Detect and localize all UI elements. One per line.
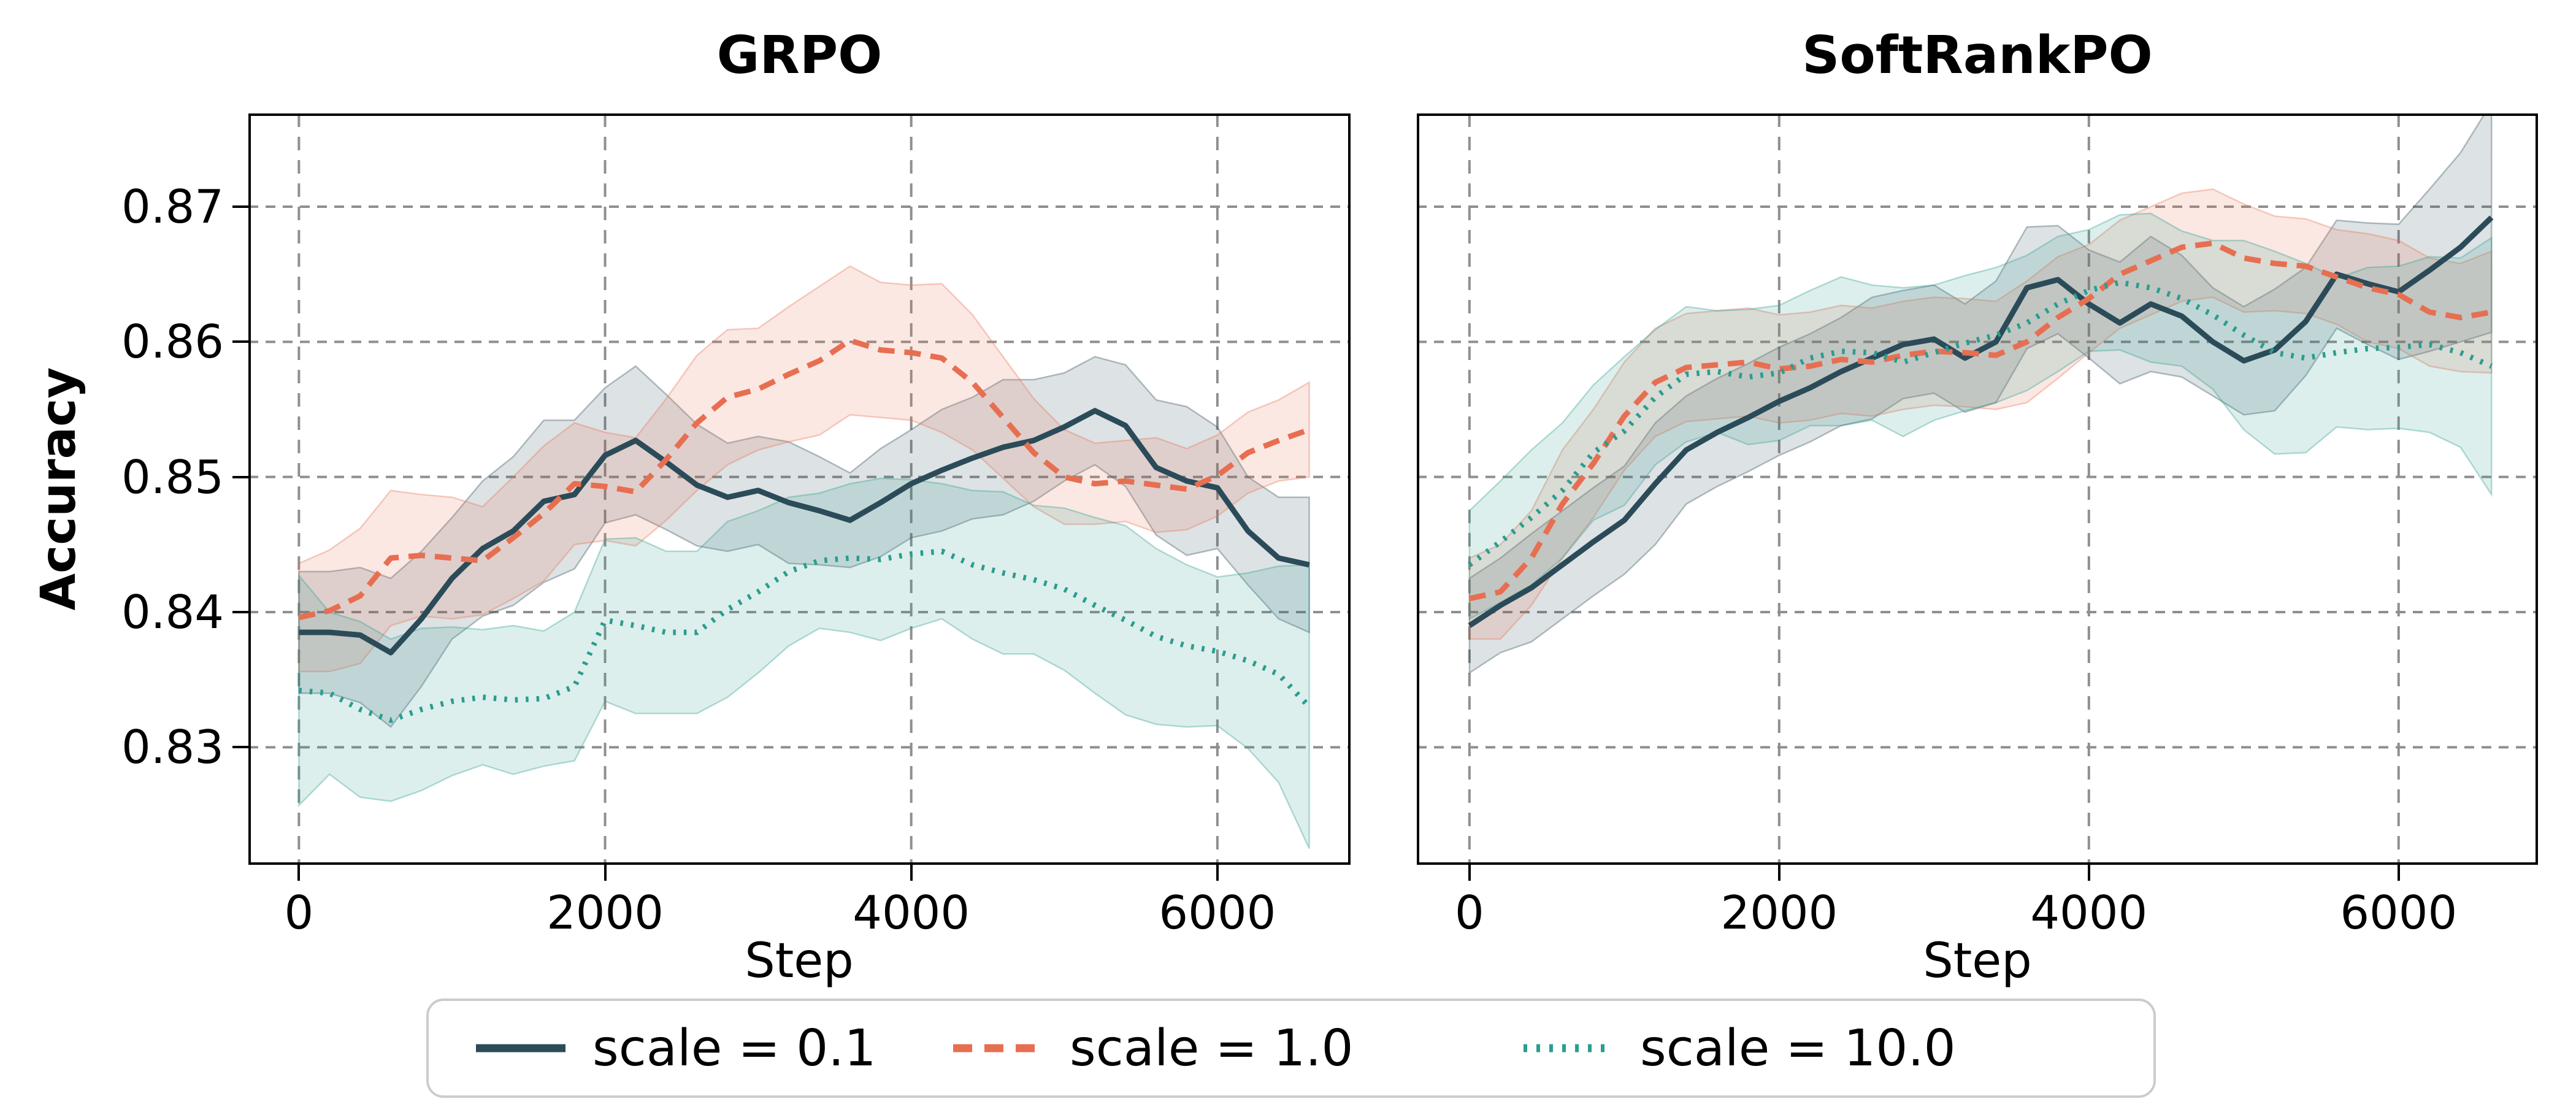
tick-mark [232,205,248,209]
tick-label: 6000 [1159,886,1276,940]
tick-mark [232,746,248,749]
x-axis-label-left: Step [745,933,854,989]
legend-item-scale-1-0: scale = 1.0 [952,1001,1354,1095]
solid-line-swatch-icon [476,1044,565,1052]
tick-label: 6000 [2340,886,2458,940]
grpo-chart [248,113,1351,865]
legend: scale = 0.1 scale = 1.0 scale = 10.0 [426,999,2156,1098]
tick-label: 0.85 [121,450,224,504]
tick-label: 0.86 [121,315,224,369]
tick-mark [232,610,248,613]
tick-label: 4000 [2030,886,2148,940]
tick-mark [1777,865,1781,881]
legend-label: scale = 0.1 [592,1019,876,1078]
tick-label: 0.83 [121,720,224,775]
tick-label: 0.87 [121,180,224,234]
tick-label: 2000 [1720,886,1838,940]
tick-label: 0 [1454,886,1484,940]
tick-mark [297,865,301,881]
tick-mark [232,475,248,478]
x-axis-label-right: Step [1923,933,2032,989]
tick-mark [1468,865,1471,881]
tick-label: 0 [284,886,314,940]
dashed-line-swatch-icon [953,1044,1043,1052]
tick-mark [232,340,248,343]
dotted-line-swatch-icon [1524,1044,1613,1052]
legend-label: scale = 10.0 [1640,1019,1956,1078]
legend-item-scale-10-0: scale = 10.0 [1522,1001,1956,1095]
tick-label: 0.84 [121,585,224,639]
legend-item-scale-0-1: scale = 0.1 [475,1001,876,1095]
tick-mark [2397,865,2400,881]
tick-mark [2087,865,2090,881]
tick-mark [604,865,607,881]
tick-mark [910,865,913,881]
plot-title-softrankpo: SoftRankPO [1802,25,2153,86]
tick-label: 2000 [546,886,664,940]
legend-label: scale = 1.0 [1070,1019,1354,1078]
tick-mark [1216,865,1219,881]
softrankpo-chart [1417,113,2538,865]
tick-label: 4000 [853,886,970,940]
plot-title-grpo: GRPO [716,25,883,86]
